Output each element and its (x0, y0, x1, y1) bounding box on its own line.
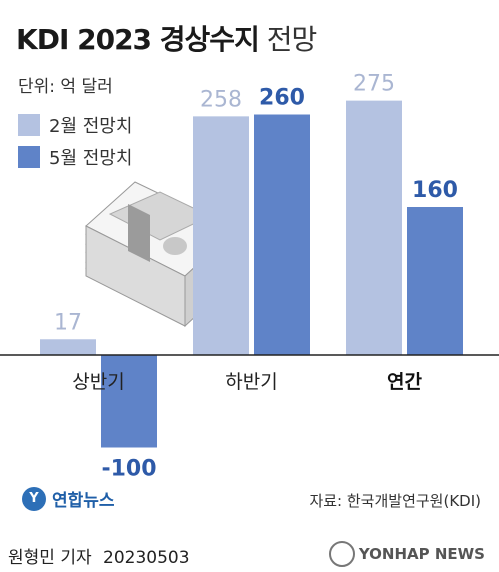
source-note: 자료: 한국개발연구원(KDI) (309, 492, 481, 510)
watermark-circle-icon (328, 541, 355, 567)
data-label-may-1: 260 (259, 86, 305, 111)
title-sub: 전망 (266, 23, 318, 56)
bars-layer (40, 100, 463, 448)
unit-label: 단위: 억 달러 (18, 77, 113, 97)
logo-text: 연합뉴스 (52, 491, 115, 511)
bar-may-2 (407, 207, 463, 355)
category-label-2: 연간 (387, 371, 422, 393)
logo-mark-icon: Y (22, 486, 46, 511)
yonhap-logo: Y 연합뉴스 (22, 486, 115, 511)
bar-chart: 17 258 275 -100 260 160 상반기 하반기 연간 (0, 72, 499, 482)
data-label-feb-1: 258 (200, 87, 242, 112)
data-label-may-2: 160 (412, 178, 458, 203)
reporter-name: 원형민 기자 (8, 548, 92, 568)
bar-feb-2 (346, 100, 402, 355)
bar-may-1 (254, 114, 310, 355)
category-label-1: 하반기 (225, 371, 277, 393)
legend-swatch-feb (18, 114, 40, 136)
data-label-may-0: -100 (101, 457, 156, 482)
legend-item-feb: 2월 전망치 (18, 114, 133, 137)
bar-feb-0 (40, 339, 96, 355)
legend-label-may: 5월 전망치 (49, 148, 133, 169)
yonhap-watermark: YONHAP NEWS (328, 541, 485, 567)
footer-bar: 원형민 기자 20230503 YONHAP NEWS (0, 537, 499, 572)
infographic-card: KDI 2023 경상수지 전망 단위: 억 달러 2월 전망치 5월 전망치 … (0, 20, 499, 511)
data-label-feb-0: 17 (54, 310, 82, 335)
watermark-text: YONHAP NEWS (358, 545, 485, 563)
byline: 원형민 기자 20230503 (8, 543, 190, 568)
bar-feb-1 (193, 116, 249, 355)
chart-title: KDI 2023 경상수지 전망 (16, 20, 318, 60)
title-main: KDI 2023 경상수지 (16, 23, 260, 56)
category-label-0: 상반기 (72, 371, 124, 393)
legend-label-feb: 2월 전망치 (49, 116, 133, 137)
data-label-feb-2: 275 (353, 72, 395, 97)
publish-date: 20230503 (103, 548, 190, 568)
bar-may-0 (101, 355, 157, 448)
legend-item-may: 5월 전망치 (18, 146, 133, 169)
labels-layer: 17 258 275 -100 260 160 상반기 하반기 연간 (54, 72, 458, 482)
legend-swatch-may (18, 146, 40, 168)
